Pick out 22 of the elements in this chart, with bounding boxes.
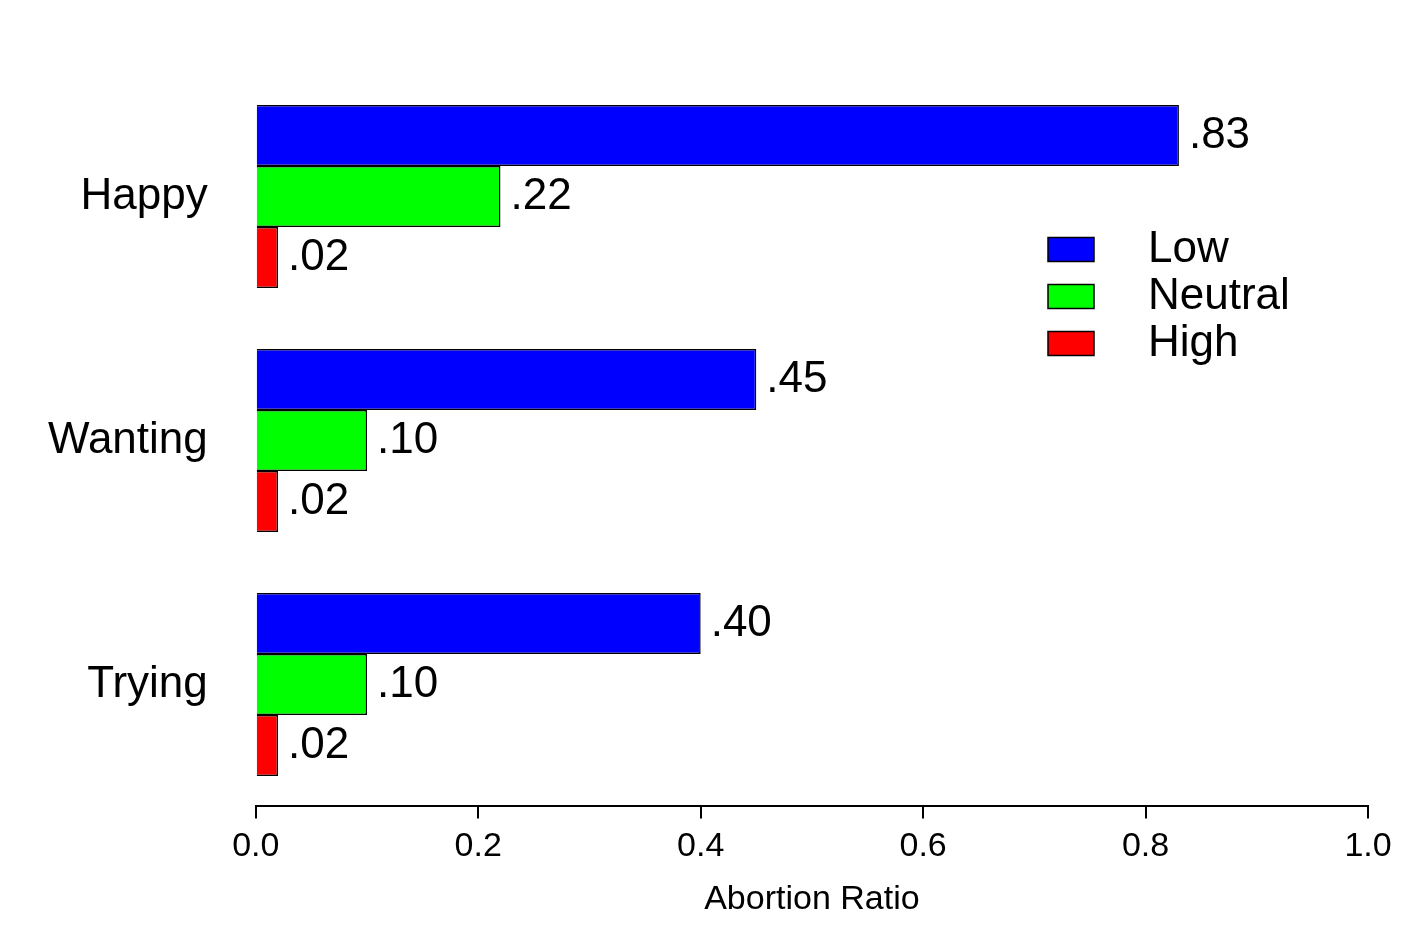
data-label: .02 (288, 473, 350, 523)
data-label: .40 (710, 595, 772, 645)
data-label: .83 (1188, 107, 1251, 157)
x-tick-label: 0.2 (454, 825, 502, 864)
data-label: .10 (377, 656, 439, 706)
x-tick-label: 0.0 (232, 825, 280, 864)
data-label: .10 (377, 412, 439, 462)
y-tick-label: Wanting (48, 412, 208, 462)
legend-label: Low (1148, 221, 1229, 271)
legend-label: Neutral (1148, 268, 1290, 318)
x-tick-label: 1.0 (1344, 825, 1392, 864)
data-label: .22 (510, 168, 572, 218)
x-axis-title: Abortion Ratio (704, 877, 920, 916)
legend-label: High (1148, 315, 1239, 365)
data-label: .02 (288, 229, 350, 279)
data-label: .02 (288, 717, 350, 767)
y-tick-label: Happy (80, 168, 208, 218)
data-label: .45 (766, 351, 828, 401)
y-tick-label: Trying (87, 656, 208, 706)
x-tick-label: 0.4 (677, 825, 725, 864)
x-tick-label: 0.8 (1121, 825, 1170, 864)
x-tick-label: 0.6 (899, 825, 947, 864)
